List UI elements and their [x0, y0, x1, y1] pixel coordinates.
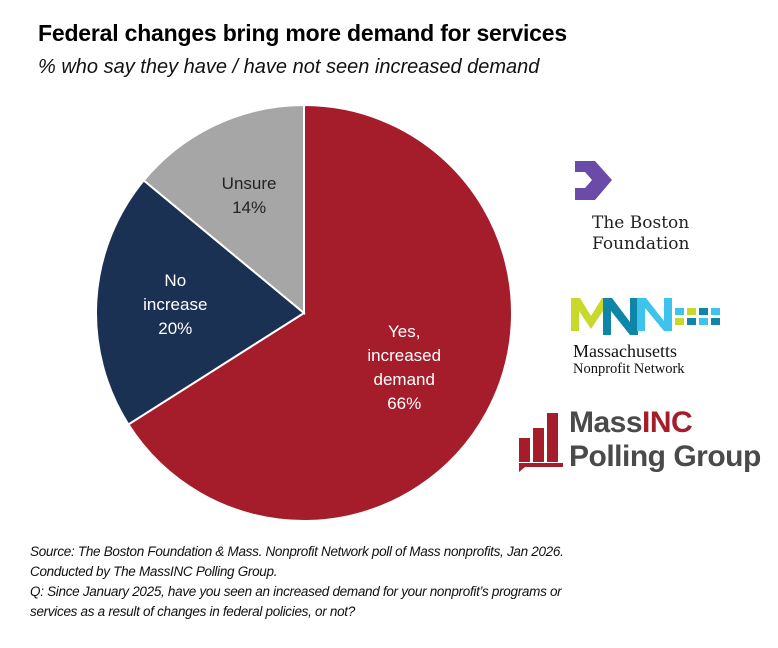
boston-foundation-logo: The Boston Foundation	[570, 158, 689, 255]
question-line: services as a result of changes in feder…	[30, 604, 355, 619]
slice-value-label: 14%	[232, 198, 267, 218]
mnn-line2: Nonprofit Network	[573, 361, 685, 377]
massinc-bars-icon	[519, 413, 563, 472]
mnn-line1: Massachusetts	[573, 341, 677, 361]
slice-label-text: No	[164, 270, 187, 290]
boston-foundation-mark-icon	[575, 161, 612, 200]
pie-slice	[142, 103, 305, 316]
slice-label-text: Unsure	[221, 174, 277, 194]
slice-label: No increase 20%	[143, 269, 207, 341]
massinc-line2: Polling Group	[569, 440, 761, 473]
boston-foundation-line2: Foundation	[592, 234, 690, 254]
slice-label: Unsure 14%	[222, 172, 277, 220]
chart-subtitle: % who say they have / have not seen incr…	[38, 56, 540, 78]
slice-label-text: increase	[143, 294, 208, 314]
mnn-logo: Massachusetts Nonprofit Network	[571, 294, 726, 378]
chart-title: Federal changes bring more demand for se…	[38, 20, 567, 46]
slice-label-text: Yes,	[388, 322, 421, 342]
slice-label: Yes, increased demand 66%	[367, 320, 441, 416]
source-note: Source: The Boston Foundation & Mass. No…	[30, 542, 564, 622]
slice-value-label: 66%	[387, 394, 422, 414]
pie-slice	[126, 103, 513, 522]
question-line: Q: Since January 2025, have you seen an …	[30, 584, 562, 599]
slice-value-label: 20%	[158, 318, 193, 338]
boston-foundation-line1: The Boston	[592, 213, 690, 233]
slice-label-text: increased	[367, 346, 442, 366]
pie-slice	[95, 179, 306, 426]
slice-label-text: demand	[373, 370, 435, 390]
massinc-part2: INC	[642, 406, 693, 439]
mnn-mark-icon	[571, 298, 720, 335]
massinc-part1: Mass	[569, 406, 643, 439]
source-line: Conducted by The MassINC Polling Group.	[30, 564, 278, 579]
source-line: Source: The Boston Foundation & Mass. No…	[30, 544, 564, 559]
